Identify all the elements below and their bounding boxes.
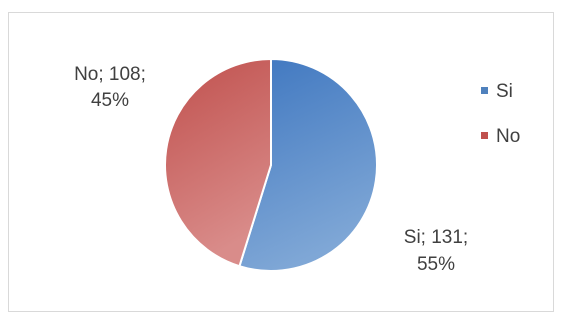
legend-swatch-no (481, 132, 488, 139)
legend-label-no: No (496, 126, 520, 147)
legend-swatch-si (481, 87, 488, 94)
pie-slice-si (238, 57, 378, 272)
pie-slice-no (164, 57, 272, 268)
data-label-si-line1: Si; 131; (404, 227, 468, 248)
data-label-si-line2: 55% (417, 254, 455, 275)
legend-label-si: Si (496, 81, 513, 102)
data-label-no-line2: 45% (91, 90, 129, 111)
legend: Si No (481, 81, 520, 147)
data-label-no-line1: No; 108; (74, 64, 146, 85)
